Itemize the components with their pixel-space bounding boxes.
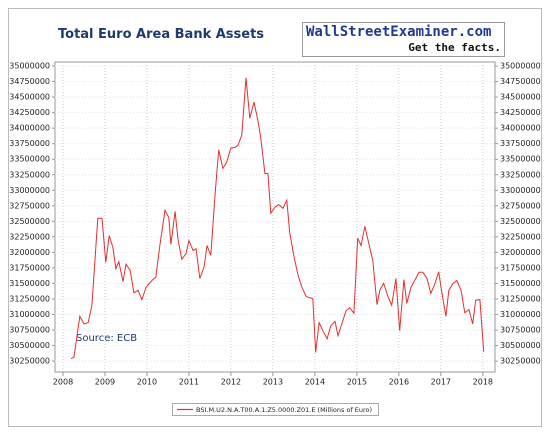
y2-tick-label: 33250000 <box>500 170 541 179</box>
x-tick-label: 2017 <box>431 378 451 387</box>
y2-tick-label: 31750000 <box>500 263 541 272</box>
y-tick-label: 32750000 <box>9 201 50 210</box>
y-tick-label: 31000000 <box>9 310 50 319</box>
y2-tick-label: 34250000 <box>500 108 541 117</box>
annotation: Source: ECB <box>76 333 137 344</box>
legend-label: BSI.M.U2.N.A.T00.A.1.Z5.0000.Z01.E (Mill… <box>196 406 372 414</box>
logo: WallStreetExaminer.com <box>306 24 491 40</box>
y-tick-label: 32250000 <box>9 232 50 241</box>
y2-tick-label: 34000000 <box>500 124 541 133</box>
y-tick-label: 34250000 <box>9 108 50 117</box>
y-tick-label: 31500000 <box>9 279 50 288</box>
x-tick-label: 2018 <box>473 378 493 387</box>
chart-title: Total Euro Area Bank Assets <box>58 27 264 42</box>
y-tick-label: 33000000 <box>9 186 50 195</box>
x-tick-label: 2012 <box>221 378 241 387</box>
x-tick-label: 2015 <box>347 378 367 387</box>
y2-tick-label: 30500000 <box>500 341 541 350</box>
y-tick-label: 32500000 <box>9 217 50 226</box>
y2-tick-label: 30250000 <box>500 357 541 366</box>
x-tick-label: 2013 <box>263 378 283 387</box>
y2-tick-label: 35000000 <box>500 62 541 71</box>
plot-area <box>54 61 496 373</box>
y-tick-label: 34000000 <box>9 124 50 133</box>
data-line <box>70 77 485 360</box>
x-tick-label: 2014 <box>305 378 325 387</box>
y-tick-label: 30250000 <box>9 357 50 366</box>
y2-tick-label: 32500000 <box>500 217 541 226</box>
y-tick-label: 33750000 <box>9 139 50 148</box>
y2-tick-label: 30750000 <box>500 326 541 335</box>
y-tick-label: 30750000 <box>9 326 50 335</box>
y2-tick-label: 34500000 <box>500 93 541 102</box>
y2-tick-label: 32250000 <box>500 232 541 241</box>
y-tick-label: 35000000 <box>9 62 50 71</box>
y-tick-label: 31750000 <box>9 263 50 272</box>
legend <box>172 403 379 416</box>
y2-tick-label: 31250000 <box>500 295 541 304</box>
y2-tick-label: 32750000 <box>500 201 541 210</box>
x-tick-label: 2011 <box>179 378 199 387</box>
y2-tick-label: 34750000 <box>500 77 541 86</box>
y2-tick-label: 31500000 <box>500 279 541 288</box>
y2-tick-label: 33500000 <box>500 155 541 164</box>
y-tick-label: 30500000 <box>9 341 50 350</box>
y-tick-label: 33500000 <box>9 155 50 164</box>
logo-tagline: Get the facts. <box>408 41 501 54</box>
y2-tick-label: 31000000 <box>500 310 541 319</box>
y2-tick-label: 33000000 <box>500 186 541 195</box>
x-tick-label: 2010 <box>137 378 157 387</box>
y-tick-label: 32000000 <box>9 248 50 257</box>
logo-box <box>302 22 505 57</box>
y-tick-label: 34500000 <box>9 93 50 102</box>
x-tick-label: 2009 <box>95 378 115 387</box>
y2-tick-label: 32000000 <box>500 248 541 257</box>
y2-tick-label: 33750000 <box>500 139 541 148</box>
x-tick-label: 2016 <box>389 378 409 387</box>
x-tick-label: 2008 <box>53 378 73 387</box>
y-tick-label: 33250000 <box>9 170 50 179</box>
y-tick-label: 34750000 <box>9 77 50 86</box>
y-tick-label: 31250000 <box>9 295 50 304</box>
